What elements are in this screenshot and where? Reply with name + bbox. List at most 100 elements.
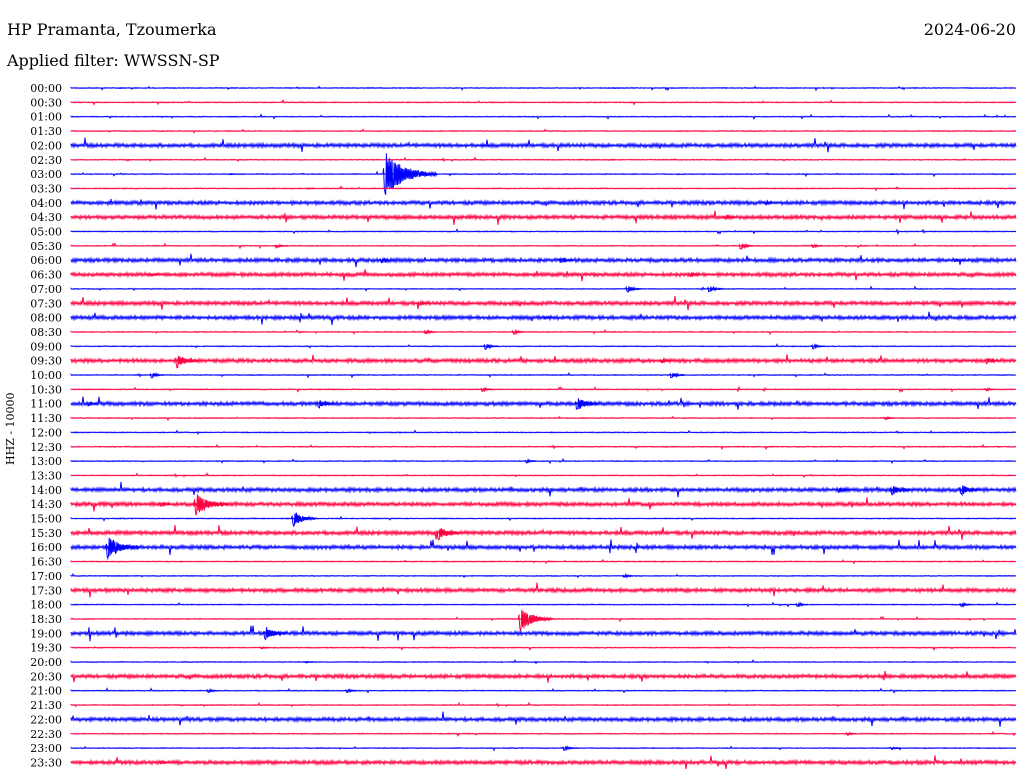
time-tick-label: 14:30 xyxy=(30,498,62,511)
event-36 xyxy=(984,386,996,392)
time-tick-label: 02:00 xyxy=(30,139,62,152)
time-tick-label: 11:30 xyxy=(30,412,62,425)
event-24 xyxy=(417,299,430,306)
time-tick-label: 18:00 xyxy=(30,599,62,612)
event-27 xyxy=(511,328,525,336)
time-tick-label: 10:30 xyxy=(30,383,62,396)
event-11 xyxy=(795,187,804,190)
event-13 xyxy=(722,214,736,220)
event-60 xyxy=(562,745,577,752)
time-tick-label: 03:30 xyxy=(30,182,62,195)
trace-27 xyxy=(70,472,1017,479)
event-56 xyxy=(303,660,314,664)
trace-17 xyxy=(70,329,1017,336)
event-48 xyxy=(435,528,461,541)
filter-label: Applied filter: WWSSN-SP xyxy=(7,51,220,70)
event-43 xyxy=(889,486,912,496)
time-tick-label: 11:00 xyxy=(30,398,62,411)
event-47 xyxy=(291,512,318,528)
event-53 xyxy=(517,609,554,632)
trace-26 xyxy=(70,457,1017,465)
time-tick-label: 16:30 xyxy=(30,556,62,569)
trace-21 xyxy=(70,385,1017,393)
time-tick-label: 09:30 xyxy=(30,355,62,368)
event-51 xyxy=(795,601,809,608)
trace-19 xyxy=(70,354,1017,365)
trace-41 xyxy=(70,671,1017,683)
event-57 xyxy=(206,687,219,694)
time-tick-label: 08:00 xyxy=(30,312,62,325)
event-44 xyxy=(958,485,981,497)
trace-5 xyxy=(70,156,1017,163)
event-15 xyxy=(738,243,755,250)
time-tick-label: 01:00 xyxy=(30,111,62,124)
trace-46 xyxy=(70,745,1017,752)
event-45 xyxy=(158,501,173,507)
trace-20 xyxy=(70,372,1017,379)
event-16 xyxy=(810,243,824,249)
event-41 xyxy=(524,457,537,464)
time-tick-label: 01:30 xyxy=(30,125,62,138)
trace-34 xyxy=(70,572,1017,579)
trace-24 xyxy=(70,429,1017,435)
event-58 xyxy=(344,688,358,694)
event-6 xyxy=(606,158,615,161)
trace-39 xyxy=(70,645,1017,651)
time-tick-label: 06:30 xyxy=(30,269,62,282)
time-tick-label: 04:30 xyxy=(30,211,62,224)
time-tick-label: 12:30 xyxy=(30,441,62,454)
event-37 xyxy=(86,401,99,407)
time-tick-label: 19:30 xyxy=(30,642,62,655)
time-tick-label: 02:30 xyxy=(30,154,62,167)
event-54 xyxy=(262,627,288,641)
event-19 xyxy=(952,257,965,262)
trace-9 xyxy=(70,210,1017,226)
trace-3 xyxy=(70,128,1017,134)
trace-10 xyxy=(70,228,1017,236)
event-14 xyxy=(275,243,288,249)
event-30 xyxy=(174,355,200,369)
trace-14 xyxy=(70,285,1017,292)
time-tick-label: 06:00 xyxy=(30,254,62,267)
time-tick-label: 15:00 xyxy=(30,513,62,526)
event-7 xyxy=(382,153,438,195)
trace-16 xyxy=(70,311,1017,326)
time-tick-label: 23:30 xyxy=(30,756,62,769)
time-tick-label: 05:30 xyxy=(30,240,62,253)
time-tick-label: 12:00 xyxy=(30,426,62,439)
event-22 xyxy=(624,285,643,293)
record-date: 2024-06-20 xyxy=(923,20,1016,39)
time-tick-label: 15:30 xyxy=(30,527,62,540)
trace-44 xyxy=(70,711,1017,727)
event-18 xyxy=(558,257,574,263)
time-tick-label: 22:00 xyxy=(30,713,62,726)
trace-25 xyxy=(70,443,1017,451)
event-5 xyxy=(124,158,133,161)
event-8 xyxy=(228,173,237,176)
event-4 xyxy=(480,144,489,147)
trace-2 xyxy=(70,113,1017,120)
time-tick-label: 23:00 xyxy=(30,742,62,755)
time-tick-label: 17:00 xyxy=(30,570,62,583)
event-50 xyxy=(621,572,635,579)
time-tick-label: 20:00 xyxy=(30,656,62,669)
event-29 xyxy=(810,343,826,350)
event-34 xyxy=(669,372,686,379)
time-tick-label: 19:00 xyxy=(30,627,62,640)
event-32 xyxy=(984,357,1000,365)
station-title: HP Pramanta, Tzoumerka xyxy=(7,20,217,39)
trace-4 xyxy=(70,137,1017,153)
event-23 xyxy=(706,285,723,293)
trace-1 xyxy=(70,98,1017,106)
event-61 xyxy=(889,746,902,751)
event-25 xyxy=(543,315,555,320)
event-55 xyxy=(259,646,271,650)
event-59 xyxy=(845,731,858,736)
time-tick-label: 13:00 xyxy=(30,455,62,468)
trace-42 xyxy=(70,687,1017,694)
trace-18 xyxy=(70,343,1017,349)
trace-13 xyxy=(70,269,1017,282)
time-tick-label: 20:30 xyxy=(30,670,62,683)
trace-8 xyxy=(70,198,1017,210)
time-tick-label: 10:00 xyxy=(30,369,62,382)
